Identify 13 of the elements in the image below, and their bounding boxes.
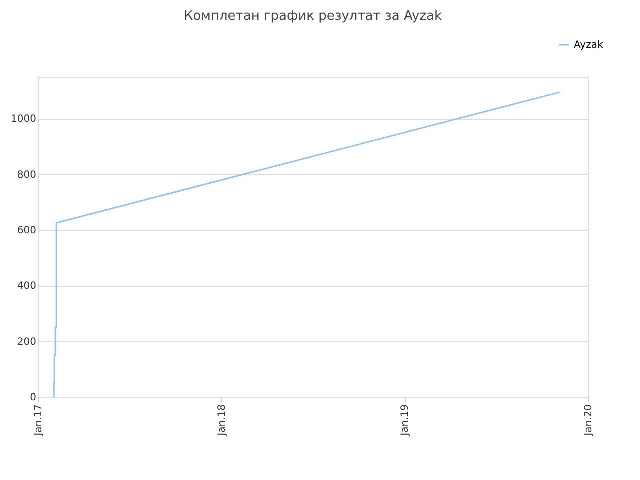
y-tick-label: 600: [17, 226, 36, 237]
x-tick-label: Jan.19: [400, 404, 412, 437]
y-tick-label: 200: [17, 336, 36, 348]
y-tick-label: 1000: [11, 114, 36, 126]
y-tick-label: 800: [17, 170, 36, 181]
x-tick-label: Jan.18: [216, 404, 228, 437]
x-tick-label: Jan.20: [584, 404, 594, 437]
legend-label: Ayzak: [574, 40, 604, 51]
chart-title: Комплетан график резултат за Ayzak: [184, 9, 442, 24]
y-tick-label: 0: [30, 392, 36, 404]
y-tick-label: 400: [17, 281, 36, 292]
line-series: [53, 92, 562, 398]
x-tick-label: Jan.17: [34, 404, 44, 437]
